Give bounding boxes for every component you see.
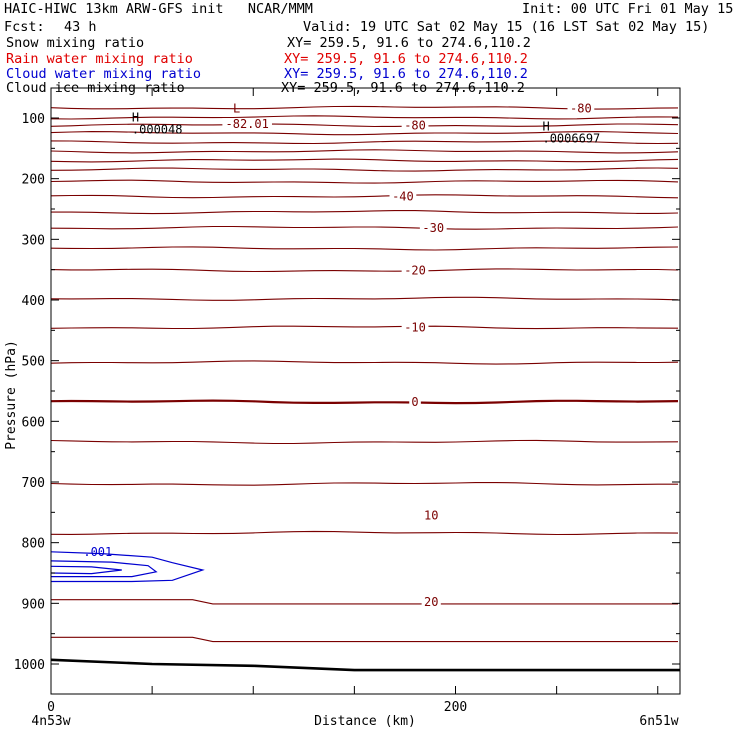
isotherm-label: -10	[404, 320, 426, 334]
model-title: HAIC-HIWC 13km ARW-GFS init NCAR/MMM	[4, 1, 313, 17]
isotherm-label: -80	[570, 101, 592, 115]
y-tick-label: 300	[22, 233, 45, 248]
y-tick-label: 400	[22, 294, 45, 309]
isotherm-line	[51, 530, 679, 536]
isotherm-line	[51, 158, 679, 163]
extremum-value: .000048	[132, 123, 183, 137]
isotherm-line	[51, 246, 679, 251]
y-tick-label: 1000	[14, 658, 45, 673]
isotherm-line	[51, 131, 679, 136]
isotherm-line	[51, 167, 679, 172]
isotherm-line	[51, 194, 679, 199]
isotherm-label: -40	[392, 189, 414, 203]
isotherm-label: -30	[422, 221, 444, 235]
cloud-water-contour	[51, 565, 122, 575]
isotherm-line	[51, 210, 679, 215]
y-tick-label: 600	[22, 415, 45, 430]
y-tick-label: 200	[22, 173, 45, 188]
x-start-location: 4n53w	[31, 714, 70, 729]
isotherm-line	[51, 140, 679, 145]
extremum-marker: L	[233, 102, 240, 116]
extremum-marker: H	[542, 120, 549, 134]
field-xy-cloud-water: XY= 259.5, 91.6 to 274.6,110.2	[284, 66, 528, 82]
x-tick-label: 0	[47, 700, 55, 715]
isotherm-line	[51, 115, 679, 120]
forecast-hour-label: Fcst:	[4, 19, 45, 35]
y-tick-label: 800	[22, 537, 45, 552]
extremum-marker: H	[132, 111, 139, 125]
isotherm-line	[51, 225, 679, 230]
isotherm-line	[51, 179, 679, 184]
field-name-cloud-water: Cloud water mixing ratio	[6, 66, 202, 82]
isotherm-line	[51, 399, 679, 405]
isotherm-line	[51, 599, 678, 605]
isotherm-line	[51, 482, 678, 486]
y-tick-label: 500	[22, 355, 45, 370]
init-time: Init: 00 UTC Fri 01 May 15	[522, 1, 734, 17]
isotherm-line	[51, 439, 679, 445]
isotherm-label: 10	[424, 508, 438, 522]
valid-time: Valid: 19 UTC Sat 02 May 15 (16 LST Sat …	[303, 19, 710, 35]
x-tick-label: 200	[444, 700, 467, 715]
cloud-water-contour	[51, 560, 158, 578]
ground-surface-line	[51, 658, 680, 672]
isotherm-line	[51, 149, 679, 154]
y-tick-label: 900	[22, 597, 45, 612]
isotherm-label: -20	[404, 263, 426, 277]
plot-frame	[50, 87, 681, 695]
field-xy-snow: XY= 259.5, 91.6 to 274.6,110.2	[287, 35, 531, 51]
x-end-location: 6n51w	[639, 714, 678, 729]
field-name-snow: Snow mixing ratio	[6, 35, 145, 51]
isotherm-line	[51, 325, 679, 330]
y-tick-label: 700	[22, 476, 45, 491]
field-xy-rain: XY= 259.5, 91.6 to 274.6,110.2	[284, 51, 528, 67]
y-axis-title: Pressure (hPa)	[4, 340, 19, 450]
isotherm-line	[51, 636, 678, 643]
isotherm-label: -82.01	[226, 117, 269, 131]
isotherm-label: 0	[411, 395, 418, 409]
isotherm-label: -80	[404, 118, 426, 132]
x-axis-title: Distance (km)	[314, 714, 416, 729]
cloud-water-label: .001	[83, 545, 112, 559]
field-name-rain: Rain water mixing ratio	[6, 51, 193, 67]
isotherm-line	[51, 360, 679, 365]
isotherm-line	[51, 268, 679, 273]
isotherm-line	[51, 296, 679, 301]
cloud-water-contour	[51, 551, 205, 583]
isotherm-label: 20	[424, 595, 438, 609]
isotherm-line	[51, 123, 679, 128]
y-tick-label: 100	[22, 112, 45, 127]
extremum-value: .0006697	[542, 132, 600, 146]
forecast-hour-value: 43 h	[64, 19, 97, 35]
